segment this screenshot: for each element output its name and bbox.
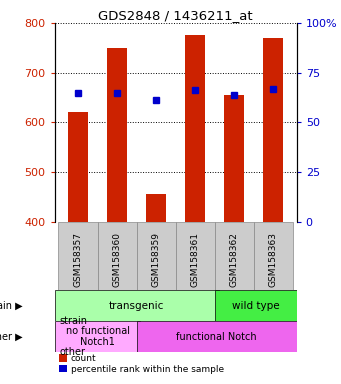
Bar <box>224 95 244 222</box>
Bar <box>55 290 219 321</box>
Bar <box>264 38 283 222</box>
Text: GSM158360: GSM158360 <box>113 232 121 287</box>
Text: wild type: wild type <box>232 301 280 311</box>
Title: GDS2848 / 1436211_at: GDS2848 / 1436211_at <box>98 9 253 22</box>
Bar <box>215 222 254 290</box>
Bar <box>58 222 98 290</box>
Bar <box>136 321 297 352</box>
Text: strain: strain <box>59 316 87 326</box>
Text: GSM158362: GSM158362 <box>230 232 239 287</box>
Bar <box>98 222 136 290</box>
Text: no functional
Notch1: no functional Notch1 <box>65 326 130 348</box>
Bar <box>176 222 215 290</box>
Bar <box>215 290 297 321</box>
Bar <box>146 194 166 222</box>
Text: other ▶: other ▶ <box>0 332 23 342</box>
Text: GSM158357: GSM158357 <box>74 232 83 287</box>
Bar <box>186 35 205 222</box>
Text: GSM158361: GSM158361 <box>191 232 199 287</box>
Text: other: other <box>59 347 85 357</box>
Text: strain ▶: strain ▶ <box>0 301 23 311</box>
Legend: count, percentile rank within the sample: count, percentile rank within the sample <box>59 354 224 374</box>
Text: GSM158359: GSM158359 <box>152 232 161 287</box>
Text: GSM158363: GSM158363 <box>269 232 278 287</box>
Text: transgenic: transgenic <box>109 301 164 311</box>
Bar <box>107 48 127 222</box>
Bar <box>254 222 293 290</box>
Bar <box>68 113 88 222</box>
Bar <box>55 321 140 352</box>
Text: functional Notch: functional Notch <box>176 332 257 342</box>
Bar <box>136 222 176 290</box>
